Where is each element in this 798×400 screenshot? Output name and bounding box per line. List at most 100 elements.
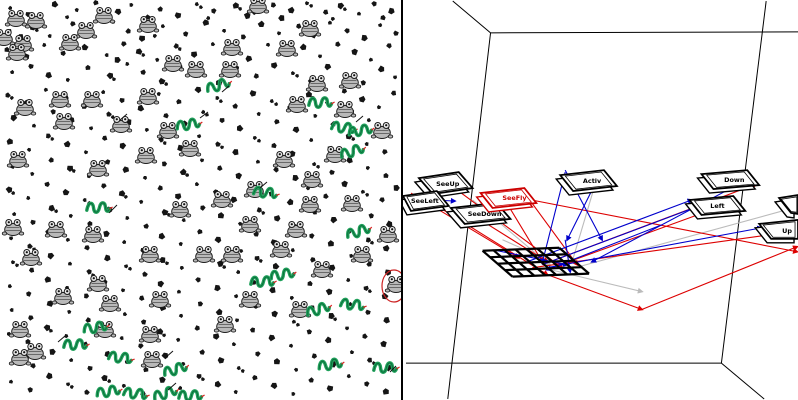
node-plate-left[interactable]: Left: [684, 195, 748, 220]
snake-icon[interactable]: [268, 266, 299, 282]
frog-icon[interactable]: [285, 96, 309, 113]
snake-icon[interactable]: [151, 383, 182, 400]
frog-icon[interactable]: [134, 147, 158, 164]
fly-icon: [305, 91, 312, 98]
snake-icon[interactable]: [316, 356, 347, 372]
fly-icon: [152, 33, 158, 39]
tongue-line: [167, 382, 177, 391]
fly-icon: [9, 69, 15, 74]
network-3d-panel[interactable]: SeeUp SeeLeft SeeDown SeeFly Activ Down Left Up: [401, 0, 798, 400]
frog-icon[interactable]: [51, 288, 75, 305]
frog-icon[interactable]: [340, 195, 364, 212]
frog-icon[interactable]: [86, 160, 110, 177]
frog-icon[interactable]: [298, 196, 322, 213]
node-plate-seeup[interactable]: SeeUp: [413, 171, 475, 199]
snake-icon[interactable]: [94, 383, 125, 399]
frog-icon[interactable]: [184, 61, 208, 78]
snake-icon[interactable]: [106, 348, 138, 368]
frog-icon[interactable]: [19, 249, 43, 266]
frog-icon[interactable]: [350, 246, 374, 263]
frog-icon[interactable]: [136, 88, 160, 105]
snake-icon[interactable]: [338, 295, 370, 315]
frog-icon[interactable]: [140, 351, 164, 368]
frog-icon[interactable]: [338, 72, 362, 89]
frog-icon[interactable]: [8, 349, 32, 366]
fly-icon: [362, 333, 368, 339]
snake-icon[interactable]: [372, 360, 401, 376]
snake-icon[interactable]: [85, 200, 115, 216]
snake-icon[interactable]: [62, 337, 92, 353]
frog-icon[interactable]: [0, 29, 16, 46]
node-plate-activ[interactable]: Activ: [554, 169, 619, 196]
node-plate-down[interactable]: Down: [696, 169, 761, 194]
frog-icon[interactable]: [81, 226, 105, 243]
frog-icon[interactable]: [376, 226, 400, 243]
node-plate-right-cut[interactable]: [773, 194, 798, 219]
frog-icon[interactable]: [275, 40, 299, 57]
frog-icon[interactable]: [370, 122, 394, 139]
hidden-node-grid[interactable]: [481, 246, 590, 278]
frog-icon[interactable]: [210, 191, 234, 208]
fly-icon: [274, 102, 279, 106]
frog-icon[interactable]: [44, 221, 68, 238]
frog-icon[interactable]: [384, 276, 401, 293]
frog-icon[interactable]: [48, 91, 72, 108]
snake-icon[interactable]: [161, 359, 192, 379]
frog-icon[interactable]: [168, 201, 192, 218]
fly-icon: [236, 366, 241, 371]
frog-icon[interactable]: [98, 295, 122, 312]
fly-icon: [361, 34, 368, 42]
frog-icon[interactable]: [246, 0, 270, 14]
frog-icon[interactable]: [1, 219, 25, 236]
frog-icon[interactable]: [8, 321, 32, 338]
snake-icon[interactable]: [174, 116, 205, 132]
node-plate-seeleft[interactable]: SeeLeft: [403, 190, 451, 216]
frog-icon[interactable]: [272, 151, 296, 168]
frog-icon[interactable]: [58, 34, 82, 51]
frog-icon[interactable]: [220, 39, 244, 56]
frog-icon[interactable]: [156, 122, 180, 139]
node-plate-up[interactable]: Up: [753, 218, 798, 244]
frog-icon[interactable]: [298, 20, 322, 37]
frog-icon[interactable]: [238, 216, 262, 233]
node-plate-seefly[interactable]: SeeFly: [475, 187, 539, 213]
frog-icon[interactable]: [138, 326, 162, 343]
frog-icon[interactable]: [138, 246, 162, 263]
frog-icon[interactable]: [218, 61, 242, 78]
frog-icon[interactable]: [4, 10, 28, 27]
frog-icon[interactable]: [333, 101, 357, 118]
snake-icon[interactable]: [121, 384, 153, 400]
frog-icon[interactable]: [220, 246, 244, 263]
snake-icon[interactable]: [177, 388, 207, 400]
frog-icon[interactable]: [238, 291, 262, 308]
world-2d-canvas[interactable]: [0, 0, 401, 400]
frog-icon[interactable]: [269, 241, 293, 258]
frog-icon[interactable]: [6, 151, 30, 168]
snake-icon[interactable]: [338, 141, 369, 161]
snake-icon[interactable]: [344, 221, 375, 241]
fly-icon: [366, 117, 372, 123]
frog-icon[interactable]: [74, 22, 98, 39]
frog-icon[interactable]: [148, 291, 172, 308]
snake-icon[interactable]: [307, 95, 337, 111]
fly-icon: [123, 195, 128, 200]
world-2d-panel[interactable]: [0, 0, 401, 400]
frog-icon[interactable]: [284, 221, 308, 238]
fly-icon: [66, 382, 71, 387]
fly-icon: [142, 175, 148, 180]
frog-icon[interactable]: [92, 7, 116, 24]
frog-icon[interactable]: [310, 261, 334, 278]
frog-icon[interactable]: [24, 12, 48, 29]
frog-icon[interactable]: [192, 246, 216, 263]
frog-icon[interactable]: [178, 140, 202, 157]
frog-icon[interactable]: [213, 316, 237, 333]
frog-icon[interactable]: [300, 171, 324, 188]
fly-icon: [84, 293, 90, 299]
frog-icon[interactable]: [86, 275, 110, 292]
frog-icon[interactable]: [305, 75, 329, 92]
frog-icon[interactable]: [52, 113, 76, 130]
frog-icon[interactable]: [80, 91, 104, 108]
snake-icon[interactable]: [204, 75, 235, 95]
frog-icon[interactable]: [161, 55, 185, 72]
